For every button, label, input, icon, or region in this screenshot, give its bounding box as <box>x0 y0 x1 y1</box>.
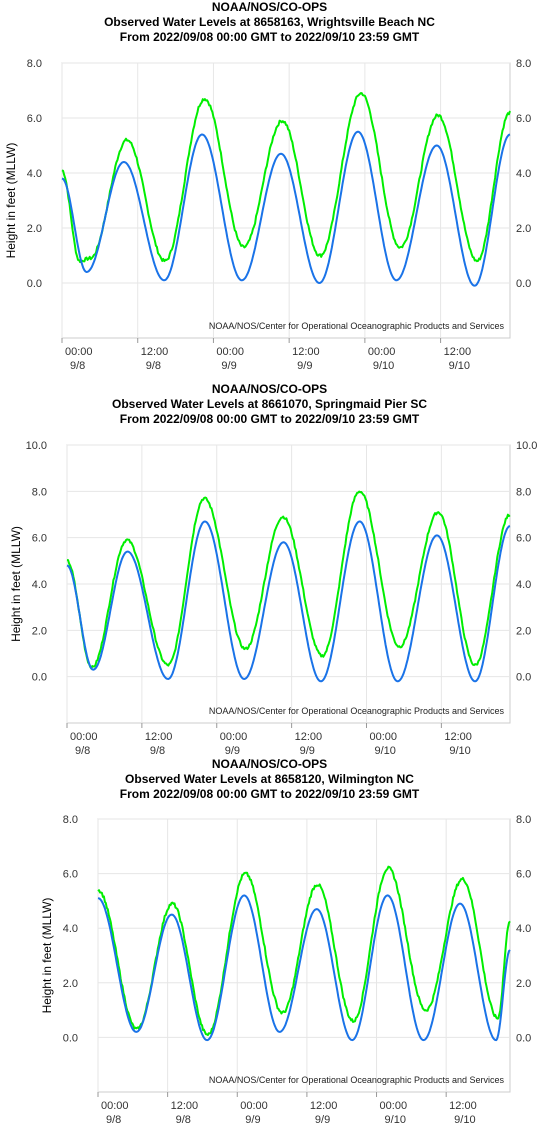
x-tick-label-date: 9/9 <box>221 360 236 372</box>
credit-text: NOAA/NOS/Center for Operational Oceanogr… <box>209 321 505 331</box>
y-tick-label-right: 2.0 <box>516 223 531 235</box>
y-tick-label-left: 0.0 <box>32 672 47 684</box>
x-tick-label-date: 9/9 <box>245 1114 260 1126</box>
y-tick-label-right: 10.0 <box>516 440 537 452</box>
observed-series-line <box>66 490 511 670</box>
y-tick-label-left: 0.0 <box>27 278 42 290</box>
x-tick-label-time: 12:00 <box>171 1100 199 1112</box>
y-tick-label-right: 8.0 <box>516 814 531 826</box>
y-tick-label-right: 8.0 <box>516 486 531 498</box>
x-tick-label-time: 12:00 <box>449 1100 477 1112</box>
x-tick-label-time: 00:00 <box>240 1100 268 1112</box>
chart-2-title: NOAA/NOS/CO-OPS Observed Water Levels at… <box>0 382 539 427</box>
x-tick-label-date: 9/9 <box>225 745 240 757</box>
x-tick-label-time: 12:00 <box>444 346 472 358</box>
chart-1-title-line-1: NOAA/NOS/CO-OPS <box>211 0 328 14</box>
chart-2-title-line-1: NOAA/NOS/CO-OPS <box>211 382 328 396</box>
x-tick-label-date: 9/10 <box>385 1114 406 1126</box>
chart-3-title: NOAA/NOS/CO-OPS Observed Water Levels at… <box>0 757 539 802</box>
plot-area <box>97 818 511 1093</box>
x-tick-label-date: 9/9 <box>315 1114 330 1126</box>
x-tick-label-time: 00:00 <box>216 346 244 358</box>
y-tick-label-left: 4.0 <box>32 579 47 591</box>
y-tick-label-right: 4.0 <box>516 923 531 935</box>
x-tick-label-time: 12:00 <box>292 346 320 358</box>
observed-series-line <box>61 92 511 264</box>
plot-area <box>61 62 511 339</box>
y-tick-label-right: 0.0 <box>516 1032 531 1044</box>
x-tick-label-time: 12:00 <box>295 731 323 743</box>
x-tick-label-time: 00:00 <box>368 346 396 358</box>
chart-2: 10.0 10.0 8.0 8.0 6.0 6.0 4.0 4.0 2.0 2.0 0.0 0.0 00… <box>9 440 537 757</box>
credit-text: NOAA/NOS/Center for Operational Oceanogr… <box>209 1075 505 1085</box>
predicted-series-line <box>97 894 511 1042</box>
y-tick-label-right: 0.0 <box>516 672 531 684</box>
y-tick-label-right: 4.0 <box>516 168 531 180</box>
x-tick-label-date: 9/8 <box>75 745 90 757</box>
x-tick-label-time: 00:00 <box>65 346 93 358</box>
x-tick-label-date: 9/10 <box>373 360 394 372</box>
y-tick-label-left: 6.0 <box>63 869 78 881</box>
y-axis-label: Height in feet (MLLW) <box>40 898 54 1014</box>
x-tick-label-time: 12:00 <box>145 731 173 743</box>
y-tick-label-left: 4.0 <box>63 923 78 935</box>
y-axis-label: Height in feet (MLLW) <box>9 526 23 642</box>
x-tick-label-time: 00:00 <box>369 731 397 743</box>
y-tick-label-right: 6.0 <box>516 533 531 545</box>
y-tick-label-right: 0.0 <box>516 278 531 290</box>
x-tick-label-date: 9/9 <box>297 360 312 372</box>
chart-1-title-line-3: From 2022/09/08 00:00 GMT to 2022/09/10 … <box>119 30 420 44</box>
y-tick-label-left: 10.0 <box>26 440 47 452</box>
x-tick-label-date: 9/10 <box>454 1114 475 1126</box>
y-tick-label-right: 8.0 <box>516 58 531 70</box>
x-tick-label-date: 9/10 <box>449 745 470 757</box>
y-tick-label-right: 2.0 <box>516 978 531 990</box>
x-tick-label-date: 9/8 <box>176 1114 191 1126</box>
chart-3: 8.0 8.0 6.0 6.0 4.0 4.0 2.0 2.0 0.0 0.0 00:00 9/8 12… <box>40 814 531 1126</box>
y-tick-label-right: 6.0 <box>516 113 531 125</box>
x-tick-label-time: 12:00 <box>141 346 169 358</box>
y-tick-label-left: 6.0 <box>27 113 42 125</box>
y-tick-label-left: 8.0 <box>32 486 47 498</box>
x-tick-label-date: 9/10 <box>449 360 470 372</box>
x-tick-label-time: 00:00 <box>101 1100 129 1112</box>
x-tick-label-time: 12:00 <box>310 1100 338 1112</box>
chart-2-title-line-2: Observed Water Levels at 8661070, Spring… <box>111 397 428 411</box>
chart-1: 8.0 8.0 6.0 6.0 4.0 4.0 2.0 2.0 0.0 0.0 00:00 9/8 12… <box>4 58 531 372</box>
x-tick-label-date: 9/9 <box>300 745 315 757</box>
x-tick-label-time: 00:00 <box>380 1100 408 1112</box>
y-tick-label-left: 2.0 <box>63 978 78 990</box>
y-tick-label-left: 0.0 <box>63 1032 78 1044</box>
observed-series-line <box>97 865 511 1037</box>
x-tick-label-time: 00:00 <box>70 731 98 743</box>
y-tick-label-right: 4.0 <box>516 579 531 591</box>
x-tick-label-date: 9/8 <box>70 360 85 372</box>
chart-3-title-line-2: Observed Water Levels at 8658120, Wilmin… <box>125 772 414 786</box>
predicted-series-line <box>66 520 511 683</box>
chart-2-title-line-3: From 2022/09/08 00:00 GMT to 2022/09/10 … <box>119 412 420 426</box>
x-tick-label-date: 9/10 <box>374 745 395 757</box>
y-axis-label: Height in feet (MLLW) <box>4 143 18 259</box>
y-tick-label-left: 2.0 <box>32 625 47 637</box>
chart-1-title: NOAA/NOS/CO-OPS Observed Water Levels at… <box>0 0 539 45</box>
credit-text: NOAA/NOS/Center for Operational Oceanogr… <box>209 706 505 716</box>
y-tick-label-left: 4.0 <box>27 168 42 180</box>
x-tick-label-time: 12:00 <box>444 731 472 743</box>
x-tick-label-time: 00:00 <box>220 731 248 743</box>
y-tick-label-right: 2.0 <box>516 625 531 637</box>
y-tick-label-left: 2.0 <box>27 223 42 235</box>
chart-3-title-line-1: NOAA/NOS/CO-OPS <box>211 757 328 771</box>
x-tick-label-date: 9/8 <box>146 360 161 372</box>
chart-1-title-line-2: Observed Water Levels at 8658163, Wright… <box>104 15 435 29</box>
y-tick-label-right: 6.0 <box>516 869 531 881</box>
x-tick-label-date: 9/8 <box>150 745 165 757</box>
predicted-series-line <box>61 130 511 287</box>
x-tick-label-date: 9/8 <box>106 1114 121 1126</box>
y-tick-label-left: 8.0 <box>63 814 78 826</box>
y-tick-label-left: 8.0 <box>27 58 42 70</box>
chart-3-title-line-3: From 2022/09/08 00:00 GMT to 2022/09/10 … <box>119 787 420 801</box>
y-tick-label-left: 6.0 <box>32 533 47 545</box>
